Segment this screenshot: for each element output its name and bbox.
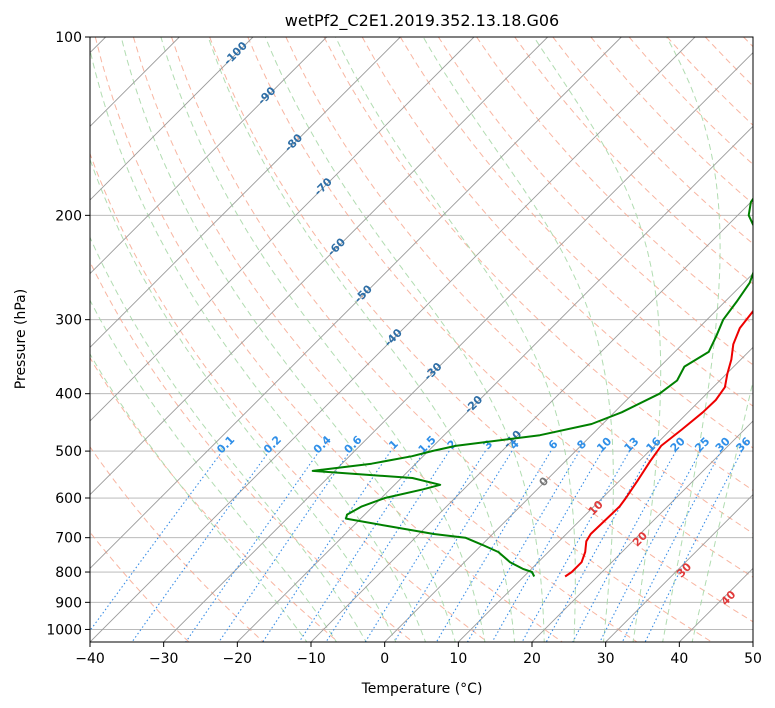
moist-adiabat-line (90, 299, 338, 642)
mixing-ratio-line (325, 450, 450, 642)
mixing-ratio-lines (90, 450, 743, 642)
dry-adiabat-line (323, 37, 753, 491)
mixing-ratio-line (364, 450, 486, 642)
x-tick-label: 40 (670, 651, 688, 667)
moist-adiabat-line (90, 158, 397, 642)
y-axis-ticks: 100 200 300 400 500 600 700 800 900 1000 (46, 30, 90, 638)
dewpoint-profile-line (311, 197, 753, 577)
y-tick-label: 100 (55, 30, 82, 46)
dry-adiabat-line (94, 37, 564, 642)
y-tick-label: 300 (55, 313, 82, 329)
x-tick-label: 30 (597, 651, 615, 667)
y-tick-label: 500 (55, 444, 82, 460)
moist-adiabat-line (335, 37, 576, 642)
dry-adiabat-line (90, 446, 265, 642)
isotherm-line (90, 37, 327, 275)
isotherm-line (90, 37, 696, 642)
isotherm-line (90, 37, 548, 496)
dry-adiabat-line (285, 37, 753, 535)
dry-adiabat-line (90, 260, 414, 642)
plot-frame (89, 36, 754, 643)
x-tick-label: −30 (149, 651, 179, 667)
dry-adiabat-line (90, 531, 190, 642)
moist-adiabats (90, 37, 753, 642)
temperature-profile-line (564, 309, 753, 578)
moist-adiabat-line (691, 379, 753, 642)
y-tick-label: 400 (55, 387, 82, 403)
pressure-gridlines (90, 37, 753, 630)
isotherm-line (90, 37, 475, 422)
y-tick-label: 200 (55, 208, 82, 224)
y-tick-label: 1000 (46, 622, 82, 638)
dry-adiabat-line (361, 37, 753, 449)
isotherm-line (531, 420, 753, 642)
isotherm-line (90, 37, 401, 348)
moist-adiabat-line (120, 37, 456, 642)
x-tick-label: −10 (296, 651, 326, 667)
isotherm-line (310, 199, 753, 642)
x-tick-label: −20 (223, 651, 253, 667)
isotherm-line (384, 273, 753, 642)
x-tick-label: −40 (75, 651, 105, 667)
isotherms (90, 37, 753, 642)
moist-adiabat-line (160, 37, 486, 642)
dry-adiabat-line (247, 37, 753, 578)
moist-adiabat-line (207, 37, 516, 642)
y-tick-label: 900 (55, 595, 82, 611)
y-tick-label: 700 (55, 531, 82, 547)
isotherm-line (90, 37, 622, 569)
mixing-ratio-line (621, 450, 722, 642)
mixing-ratio-line (131, 450, 270, 642)
dry-adiabat-line (132, 37, 638, 642)
moist-adiabat-line (533, 37, 662, 642)
isotherm-line (458, 346, 753, 642)
chart-title: wetPf2_C2E1.2019.352.13.18.G06 (285, 11, 559, 31)
y-axis-label: Pressure (hPa) (13, 289, 29, 389)
moist-adiabat-line (264, 37, 545, 642)
dry-adiabat-line (90, 356, 339, 642)
dry-adiabat-line (90, 152, 489, 642)
dry-adiabat-line (209, 37, 753, 623)
mixing-ratio-line (466, 450, 580, 642)
x-tick-label: 10 (449, 651, 467, 667)
dry-adiabat-line (476, 37, 753, 325)
mixing-ratio-line (572, 450, 677, 642)
mixing-ratio-line (491, 450, 603, 642)
isotherm-line (163, 52, 753, 642)
x-tick-label: 20 (523, 651, 541, 667)
moist-adiabat-line (422, 37, 614, 642)
moist-adiabat-line (90, 47, 427, 642)
plot-area: -100-90-80-70-60-50-40-30-20-1000.1 0.2 0.… (90, 37, 753, 642)
dry-adiabat-line (514, 37, 753, 285)
x-axis-label: Temperature (°C) (361, 681, 483, 697)
x-tick-label: 50 (744, 651, 762, 667)
x-tick-label: 0 (380, 651, 389, 667)
x-axis-ticks: −40 −30 −20 −10 0 10 20 30 40 50 (75, 642, 762, 667)
moist-adiabat-line (662, 37, 721, 642)
dry-adiabats (90, 37, 753, 642)
y-tick-label: 600 (55, 491, 82, 507)
profile-lines (311, 197, 753, 578)
mixing-ratio-line (644, 450, 743, 642)
isotherm-line (605, 494, 753, 642)
mixing-ratio-line (262, 450, 392, 642)
isotherm-line (237, 125, 753, 642)
dry-adiabat-line (171, 37, 713, 642)
isotherm-line (90, 37, 254, 201)
y-tick-label: 800 (55, 565, 82, 581)
moist-adiabat-line (90, 236, 367, 642)
